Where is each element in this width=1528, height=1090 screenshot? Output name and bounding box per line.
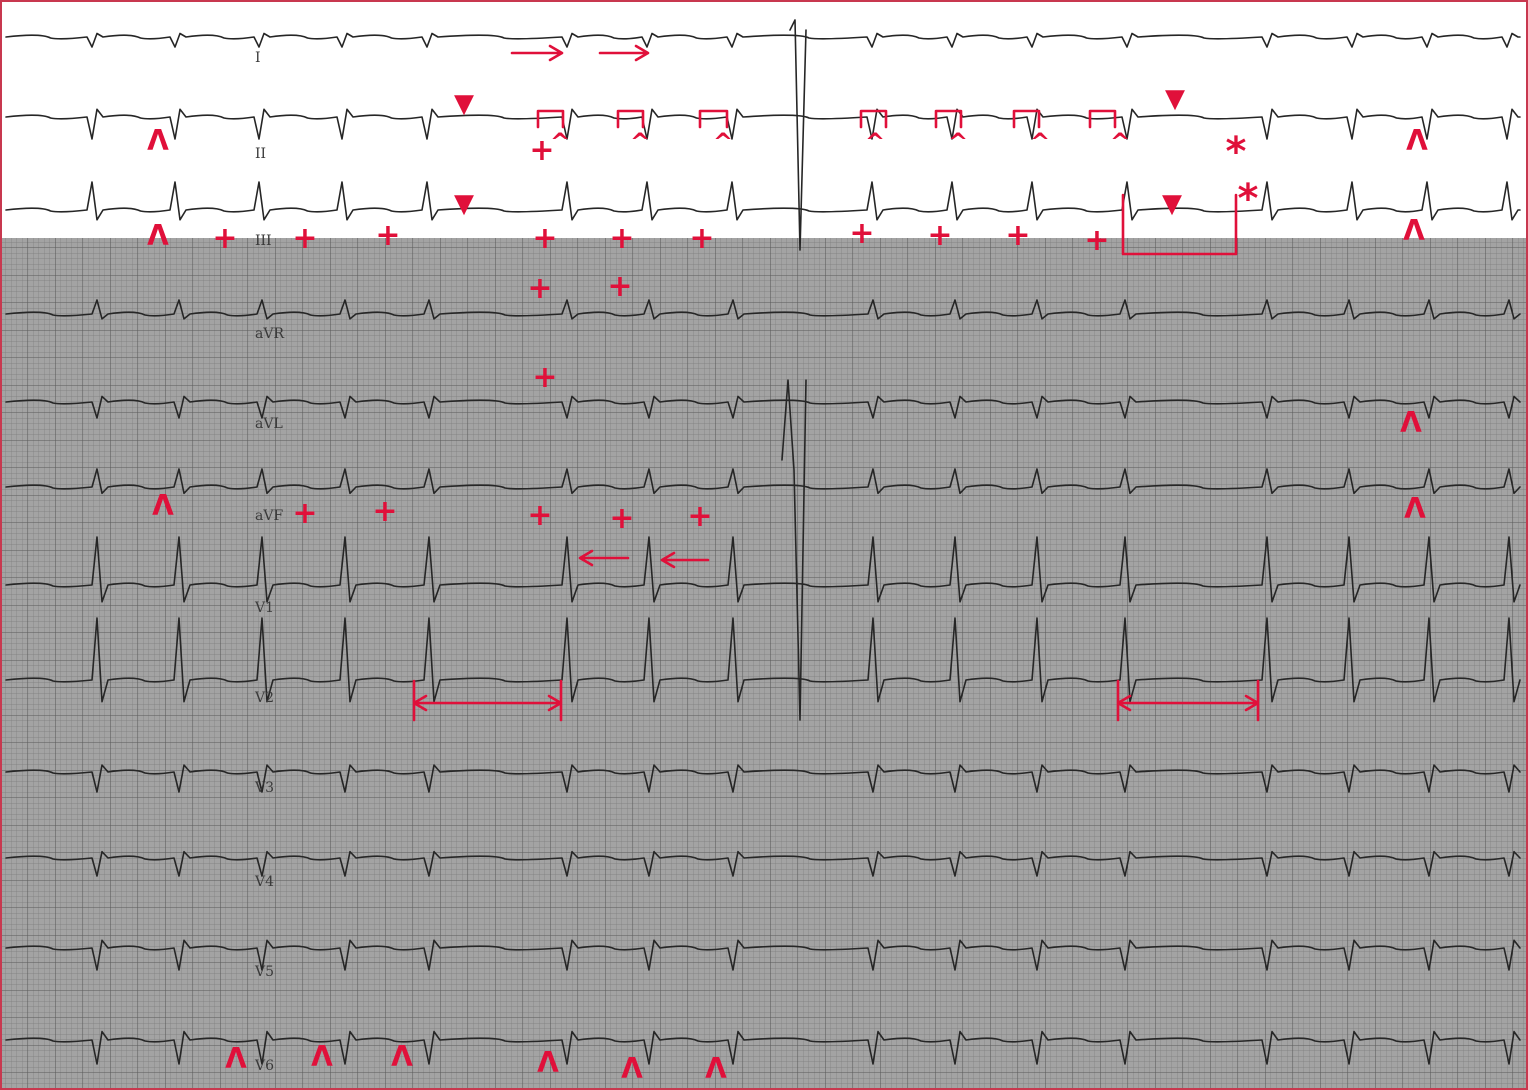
lead-label: V1 bbox=[254, 600, 274, 616]
caret-marker: ^ bbox=[713, 128, 733, 156]
plus-marker: + bbox=[529, 133, 554, 168]
lead-label: V4 bbox=[254, 874, 274, 890]
chevron-marker: Λ bbox=[391, 1040, 413, 1073]
annotation-layer: + + + + + + + + + + + + + + + + + + + Λ Λ Λ Λ Λ Λ Λ Λ Λ Λ Λ Λ Λ ^ ^ ^ ^ ^ ^ ^ ▼… bbox=[147, 44, 1428, 1085]
plus-marker: + bbox=[689, 221, 714, 256]
lead-trace bbox=[5, 1030, 1521, 1065]
arrow-left bbox=[578, 549, 630, 567]
arrow-left bbox=[660, 551, 710, 569]
plus-marker: + bbox=[375, 218, 400, 253]
chevron-marker: Λ bbox=[1403, 214, 1425, 247]
triangle-marker: ▼ bbox=[1162, 189, 1182, 219]
chevron-marker: Λ bbox=[147, 124, 169, 157]
lead-label: V6 bbox=[254, 1058, 274, 1074]
plus-marker: + bbox=[527, 498, 552, 533]
chevron-marker: Λ bbox=[1404, 492, 1426, 525]
artifact-spike bbox=[781, 379, 807, 721]
lead-label: V3 bbox=[254, 780, 274, 796]
bracket-box bbox=[1012, 109, 1041, 129]
lead-trace bbox=[5, 108, 1521, 140]
chevron-marker: Λ bbox=[311, 1040, 333, 1073]
interval-caliper bbox=[412, 679, 563, 722]
ecg-traces bbox=[5, 19, 1521, 1065]
arrow-right bbox=[598, 44, 650, 62]
triangle-marker: ▼ bbox=[454, 89, 474, 119]
chevron-marker: Λ bbox=[705, 1052, 727, 1085]
bracket-box bbox=[1088, 109, 1117, 129]
artifact-spike bbox=[789, 19, 807, 251]
lead-trace bbox=[5, 536, 1521, 603]
lead-trace bbox=[5, 764, 1521, 793]
chevron-marker: Λ bbox=[537, 1046, 559, 1079]
interval-caliper bbox=[1116, 679, 1260, 722]
lead-trace bbox=[5, 939, 1521, 971]
bracket-box bbox=[536, 109, 565, 129]
plus-marker: + bbox=[292, 496, 317, 531]
bracket-box bbox=[1121, 193, 1238, 256]
lead-label: I bbox=[255, 50, 261, 66]
chevron-marker: Λ bbox=[225, 1042, 247, 1075]
plus-marker: + bbox=[527, 271, 552, 306]
plus-marker: + bbox=[927, 218, 952, 253]
asterisk-marker: * bbox=[1226, 129, 1247, 175]
lead-label: II bbox=[255, 146, 266, 162]
plus-marker: + bbox=[607, 269, 632, 304]
lead-trace bbox=[5, 32, 1521, 48]
plus-marker: + bbox=[532, 360, 557, 395]
chevron-marker: Λ bbox=[1400, 406, 1422, 439]
plus-marker: + bbox=[687, 499, 712, 534]
caret-marker: ^ bbox=[1110, 128, 1130, 156]
plus-marker: + bbox=[609, 501, 634, 536]
plus-marker: + bbox=[849, 216, 874, 251]
chevron-marker: Λ bbox=[621, 1052, 643, 1085]
plus-marker: + bbox=[1005, 218, 1030, 253]
caret-marker: ^ bbox=[1030, 128, 1050, 156]
arrow-right bbox=[510, 44, 564, 62]
lead-trace bbox=[5, 299, 1521, 320]
lead-trace bbox=[5, 850, 1521, 877]
lead-label: aVR bbox=[255, 326, 284, 342]
plus-marker: + bbox=[212, 221, 237, 256]
chevron-marker: Λ bbox=[152, 489, 174, 522]
triangle-marker: ▼ bbox=[1165, 84, 1185, 114]
lead-label: V5 bbox=[254, 964, 274, 980]
chevron-marker: Λ bbox=[1406, 124, 1428, 157]
lead-label: III bbox=[255, 233, 272, 249]
plus-marker: + bbox=[292, 221, 317, 256]
lead-label: aVL bbox=[255, 416, 283, 432]
caret-marker: ^ bbox=[865, 128, 885, 156]
bracket-box bbox=[934, 109, 963, 129]
lead-trace bbox=[5, 395, 1521, 419]
lead-trace bbox=[5, 468, 1521, 495]
caret-marker: ^ bbox=[550, 128, 570, 156]
chevron-marker: Λ bbox=[147, 219, 169, 252]
triangle-marker: ▼ bbox=[454, 189, 474, 219]
lead-label: V2 bbox=[254, 690, 274, 706]
plus-marker: + bbox=[609, 221, 634, 256]
bracket-box bbox=[698, 109, 729, 129]
bracket-box bbox=[616, 109, 645, 129]
asterisk-marker: * bbox=[1238, 176, 1259, 222]
caret-marker: ^ bbox=[948, 128, 968, 156]
bracket-box bbox=[859, 109, 888, 129]
caret-marker: ^ bbox=[630, 128, 650, 156]
lead-trace bbox=[5, 617, 1521, 703]
lead-label: aVF bbox=[255, 508, 283, 524]
plus-marker: + bbox=[532, 221, 557, 256]
grid-lines bbox=[0, 238, 1528, 1090]
lead-trace bbox=[5, 181, 1521, 221]
plus-marker: + bbox=[1084, 223, 1109, 258]
plus-marker: + bbox=[372, 494, 397, 529]
